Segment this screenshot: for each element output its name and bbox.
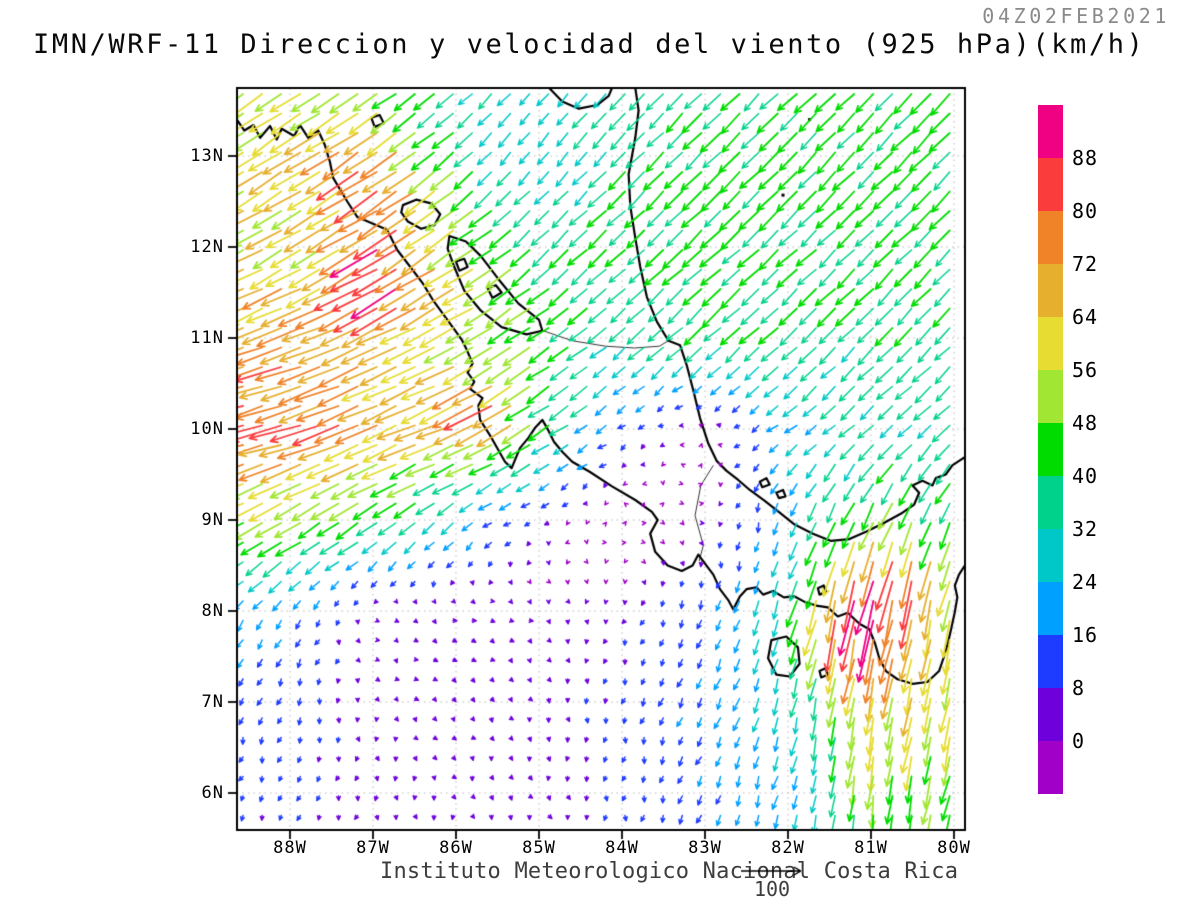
colorbar-tick-label: 8 bbox=[1072, 676, 1086, 700]
colorbar-tick-label: 80 bbox=[1072, 199, 1099, 223]
lat-tick-label: 13N bbox=[190, 146, 224, 166]
colorbar-tick-label: 56 bbox=[1072, 358, 1099, 382]
colorbar-swatch bbox=[1038, 317, 1063, 370]
colorbar-swatch bbox=[1038, 211, 1063, 264]
colorbar-tick-label: 72 bbox=[1072, 252, 1099, 276]
lon-tick-label: 83W bbox=[688, 838, 722, 858]
lon-tick-label: 80W bbox=[937, 838, 971, 858]
lon-tick-label: 88W bbox=[273, 838, 307, 858]
footer-credit: Instituto Meteorologico Nacional Costa R… bbox=[380, 859, 959, 884]
lat-tick-label: 7N bbox=[201, 692, 224, 712]
lat-tick-label: 6N bbox=[201, 783, 224, 803]
colorbar-swatch bbox=[1038, 264, 1063, 317]
colorbar-swatch bbox=[1038, 105, 1063, 158]
valid-time-label: 04Z02FEB2021 bbox=[982, 4, 1170, 28]
colorbar-tick-label: 0 bbox=[1072, 729, 1086, 753]
lon-tick-label: 84W bbox=[605, 838, 639, 858]
lon-tick-label: 82W bbox=[771, 838, 805, 858]
colorbar-tick-label: 64 bbox=[1072, 305, 1099, 329]
reference-arrow-label: 100 bbox=[753, 877, 791, 900]
colorbar-swatch bbox=[1038, 370, 1063, 423]
colorbar bbox=[1038, 105, 1063, 794]
colorbar-swatch bbox=[1038, 158, 1063, 211]
lat-tick-label: 9N bbox=[201, 510, 224, 530]
lat-tick-label: 12N bbox=[190, 237, 224, 257]
lat-tick-label: 10N bbox=[190, 419, 224, 439]
colorbar-swatch bbox=[1038, 423, 1063, 476]
colorbar-tick-label: 48 bbox=[1072, 411, 1099, 435]
lon-tick-label: 81W bbox=[854, 838, 888, 858]
colorbar-swatch bbox=[1038, 582, 1063, 635]
lon-tick-label: 87W bbox=[356, 838, 390, 858]
colorbar-tick-label: 24 bbox=[1072, 570, 1099, 594]
lat-tick-label: 11N bbox=[190, 328, 224, 348]
colorbar-swatch bbox=[1038, 529, 1063, 582]
colorbar-tick-label: 88 bbox=[1072, 146, 1099, 170]
lat-tick-label: 8N bbox=[201, 601, 224, 621]
colorbar-swatch bbox=[1038, 476, 1063, 529]
colorbar-tick-label: 32 bbox=[1072, 517, 1099, 541]
page-title: IMN/WRF-11 Direccion y velocidad del vie… bbox=[33, 29, 1146, 60]
lon-tick-label: 86W bbox=[439, 838, 473, 858]
colorbar-tick-label: 16 bbox=[1072, 623, 1099, 647]
colorbar-swatch bbox=[1038, 741, 1063, 794]
lon-tick-label: 85W bbox=[522, 838, 556, 858]
colorbar-swatch bbox=[1038, 688, 1063, 741]
colorbar-tick-label: 40 bbox=[1072, 464, 1099, 488]
colorbar-swatch bbox=[1038, 635, 1063, 688]
